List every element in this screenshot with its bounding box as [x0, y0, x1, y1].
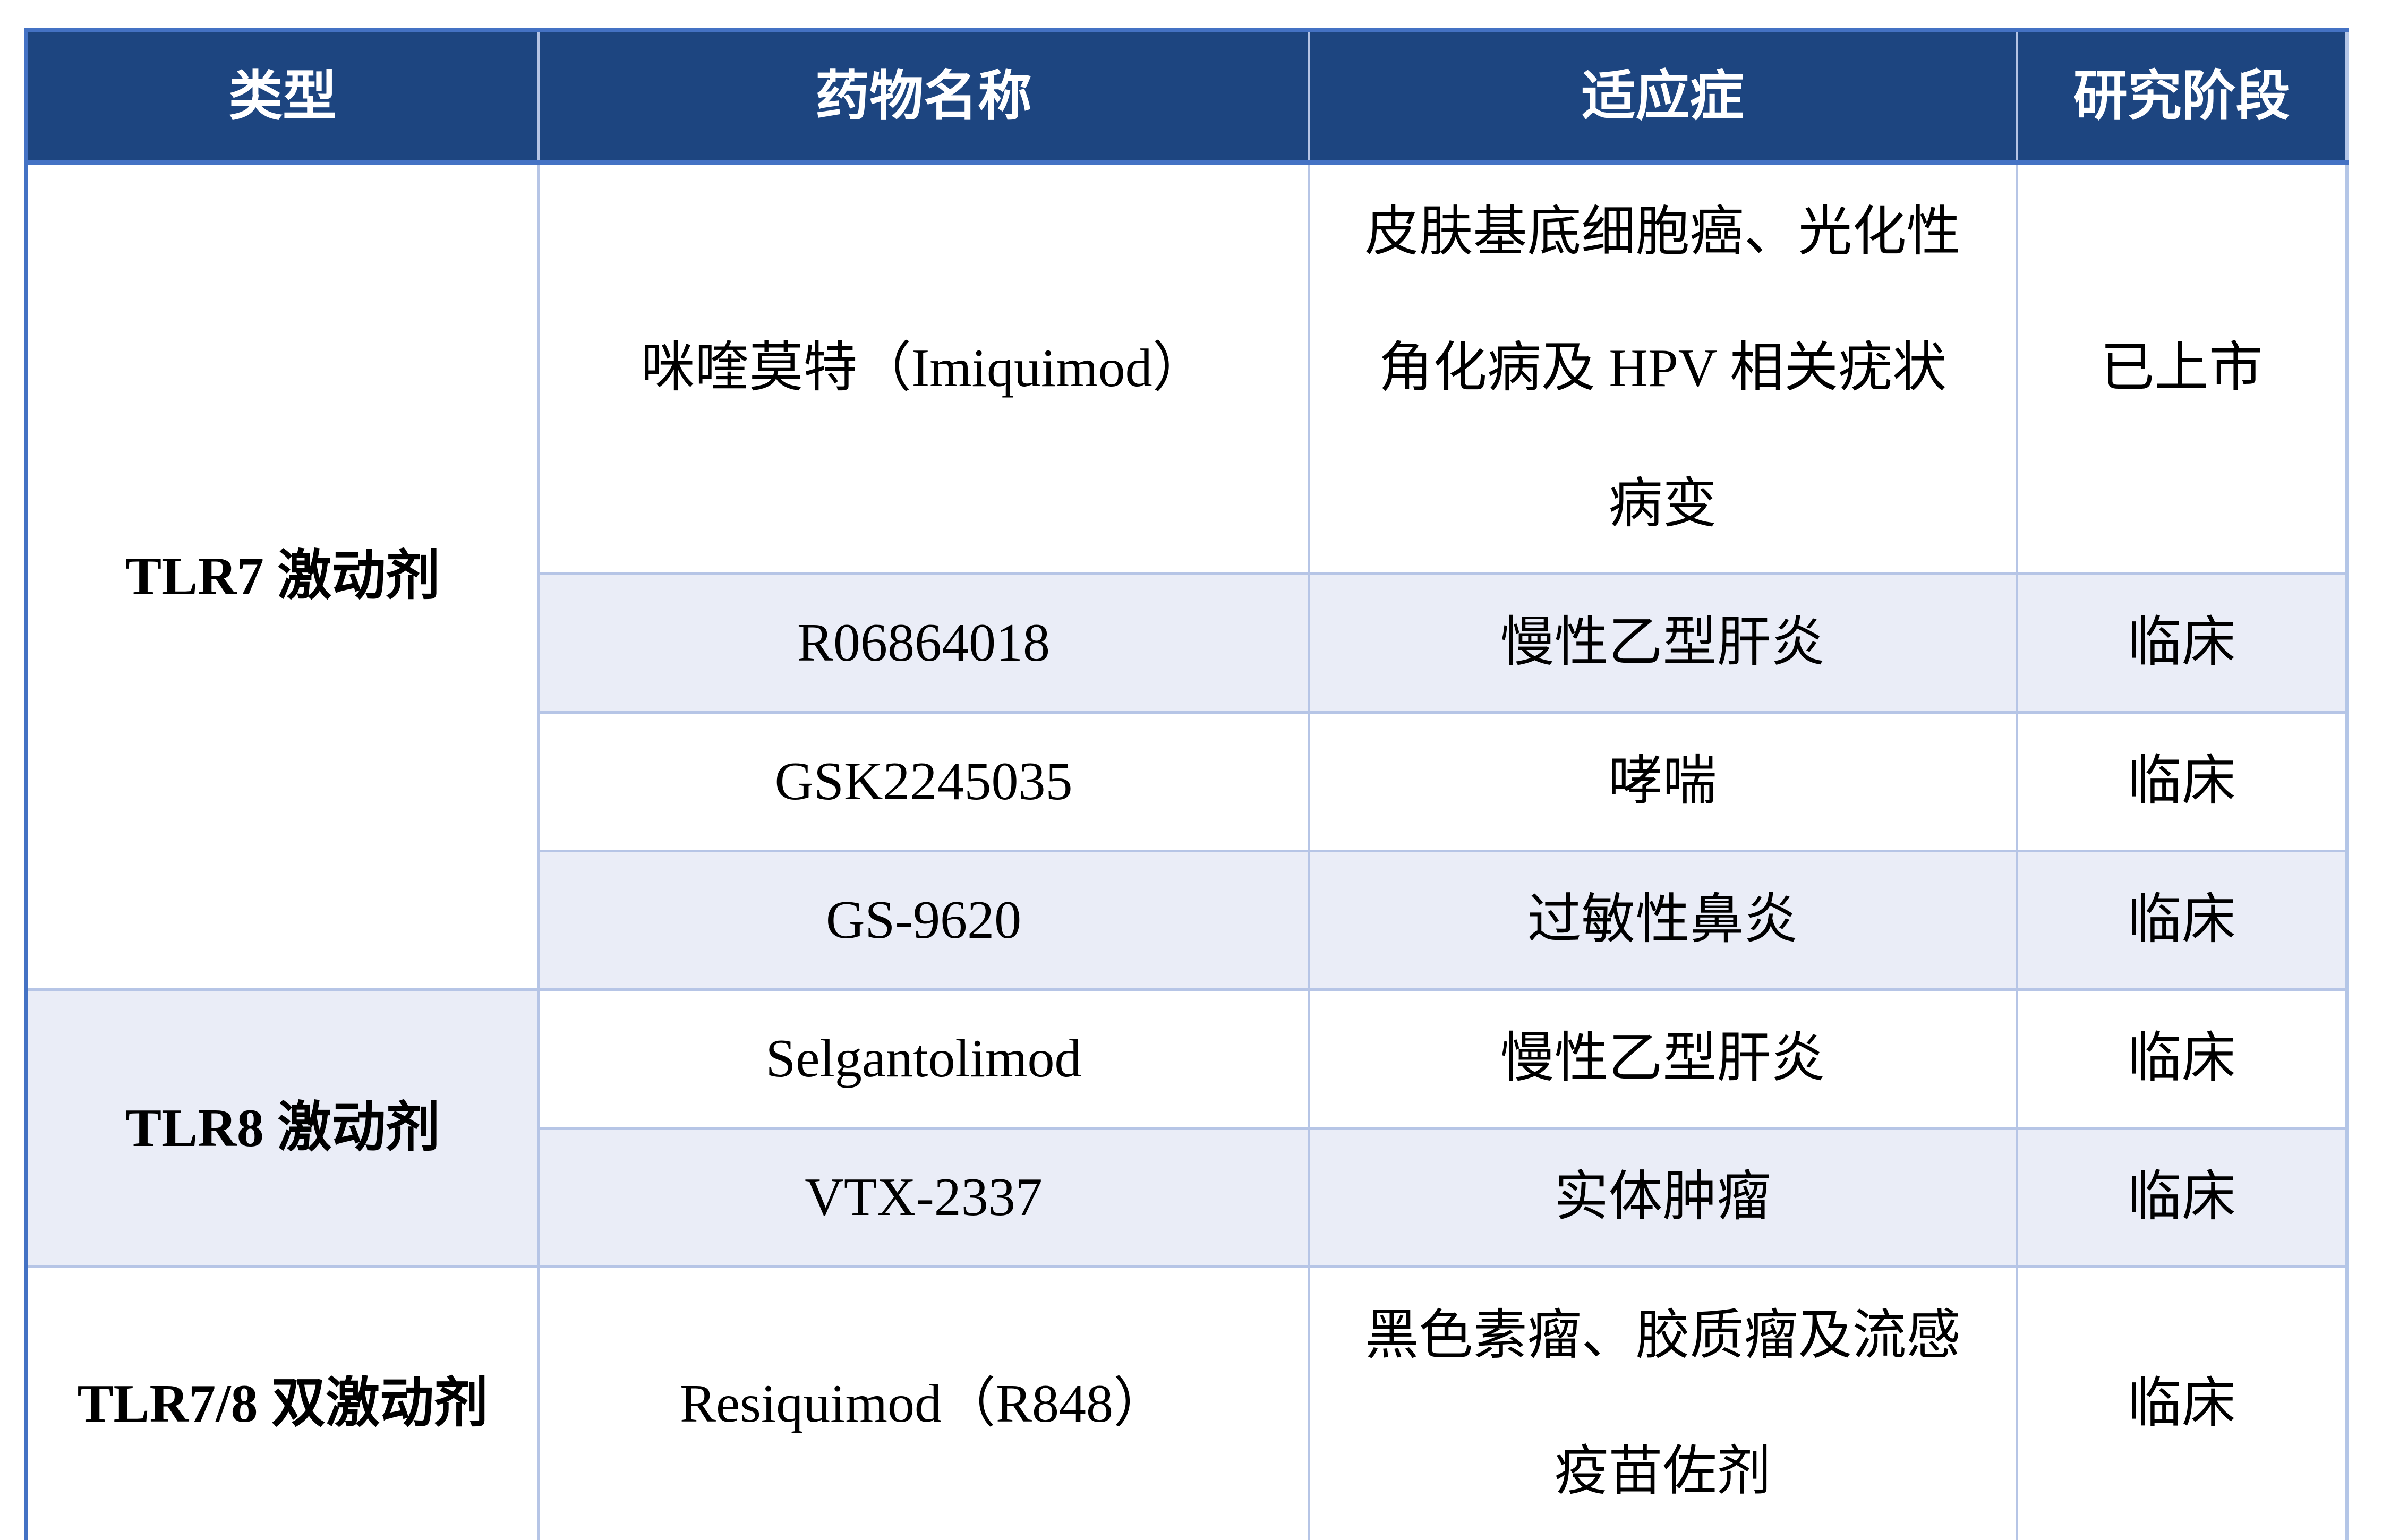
drug-name: 咪喹莫特（Imiquimod）	[641, 338, 1207, 398]
indication-line: 慢性乙型肝炎	[1500, 613, 1825, 673]
indication-line: 病变	[1608, 474, 1717, 534]
drug-name-cell: R06864018	[537, 572, 1310, 714]
stage-cell: 已上市	[2015, 161, 2349, 575]
type-label: TLR7 激动剂	[125, 546, 440, 606]
type-label: TLR8 激动剂	[125, 1098, 440, 1158]
type-cell-tlr7-8: TLR7/8 双激动剂	[24, 1265, 540, 1540]
indication-line: 慢性乙型肝炎	[1500, 1029, 1825, 1089]
stage-label: 临床	[2127, 890, 2236, 950]
stage-label: 已上市	[2100, 338, 2263, 398]
indication-cell: 哮喘	[1307, 711, 2018, 852]
stage-label: 临床	[2127, 751, 2236, 811]
indication-line: 哮喘	[1608, 751, 1717, 811]
table-row: R06864018 慢性乙型肝炎 临床	[26, 572, 2349, 714]
table-row: TLR7/8 双激动剂 Resiquimod（R848） 黑色素瘤、胶质瘤及流感…	[24, 1265, 2349, 1540]
drug-name: VTX-2337	[805, 1167, 1043, 1227]
stage-label: 临床	[2127, 1029, 2236, 1089]
type-cell-tlr8: TLR8 激动剂	[24, 988, 540, 1268]
header-cell-indication: 适应症	[1307, 30, 2018, 165]
drug-pipeline-table: 类型 药物名称 适应症 研究阶段 TLR7 激动剂 咪喹莫特（Imiquimod…	[24, 28, 2349, 1540]
indication-cell: 皮肤基底细胞癌、光化性 角化病及 HPV 相关疣状 病变	[1307, 161, 2018, 575]
drug-name-cell: GS-9620	[537, 850, 1310, 991]
stage-label: 临床	[2127, 613, 2236, 673]
table-row: GSK2245035 哮喘 临床	[26, 711, 2349, 852]
stage-cell: 临床	[2015, 1265, 2349, 1540]
stage-label: 临床	[2127, 1374, 2236, 1434]
header-cell-type: 类型	[24, 30, 540, 165]
drug-name-cell: VTX-2337	[537, 1127, 1310, 1268]
table-row: GS-9620 过敏性鼻炎 临床	[26, 850, 2349, 991]
indication-cell: 实体肿瘤	[1307, 1127, 2018, 1268]
type-label: TLR7/8 双激动剂	[77, 1374, 489, 1434]
indication-cell: 过敏性鼻炎	[1307, 850, 2018, 991]
indication-line: 皮肤基底细胞癌、光化性	[1364, 202, 1961, 262]
drug-name-cell: Resiquimod（R848）	[537, 1265, 1310, 1540]
stage-cell: 临床	[2015, 988, 2349, 1130]
header-cell-stage: 研究阶段	[2015, 30, 2349, 165]
stage-cell: 临床	[2015, 711, 2349, 852]
indication-cell: 慢性乙型肝炎	[1307, 988, 2018, 1130]
table-header-row: 类型 药物名称 适应症 研究阶段	[24, 30, 2349, 165]
drug-name: GSK2245035	[774, 751, 1073, 811]
indication-cell: 黑色素瘤、胶质瘤及流感 疫苗佐剂	[1307, 1265, 2018, 1540]
header-cell-drug-name: 药物名称	[537, 30, 1310, 165]
type-cell-tlr7: TLR7 激动剂	[24, 161, 540, 991]
drug-name: Selgantolimod	[765, 1029, 1082, 1089]
table-row: TLR7 激动剂 咪喹莫特（Imiquimod） 皮肤基底细胞癌、光化性 角化病…	[24, 161, 2349, 991]
drug-name: GS-9620	[825, 890, 1022, 950]
stage-cell: 临床	[2015, 1127, 2349, 1268]
table-row: VTX-2337 实体肿瘤 临床	[26, 1127, 2349, 1268]
stage-label: 临床	[2127, 1167, 2236, 1227]
drug-name-cell: GSK2245035	[537, 711, 1310, 852]
stage-cell: 临床	[2015, 850, 2349, 991]
indication-line: 过敏性鼻炎	[1527, 890, 1798, 950]
drug-pipeline-table-container: 类型 药物名称 适应症 研究阶段 TLR7 激动剂 咪喹莫特（Imiquimod…	[24, 28, 2349, 1540]
indication-line: 角化病及 HPV 相关疣状	[1378, 338, 1947, 398]
drug-name: R06864018	[797, 613, 1051, 673]
indication-line: 实体肿瘤	[1554, 1167, 1771, 1227]
table-row: TLR8 激动剂 Selgantolimod 慢性乙型肝炎 临床	[24, 988, 2349, 1268]
indication-cell: 慢性乙型肝炎	[1307, 572, 2018, 714]
drug-name-cell: Selgantolimod	[537, 988, 1310, 1130]
drug-name-cell: 咪喹莫特（Imiquimod）	[537, 161, 1310, 575]
indication-line: 疫苗佐剂	[1554, 1442, 1771, 1502]
indication-line: 黑色素瘤、胶质瘤及流感	[1364, 1306, 1961, 1366]
stage-cell: 临床	[2015, 572, 2349, 714]
drug-name: Resiquimod（R848）	[679, 1374, 1168, 1434]
